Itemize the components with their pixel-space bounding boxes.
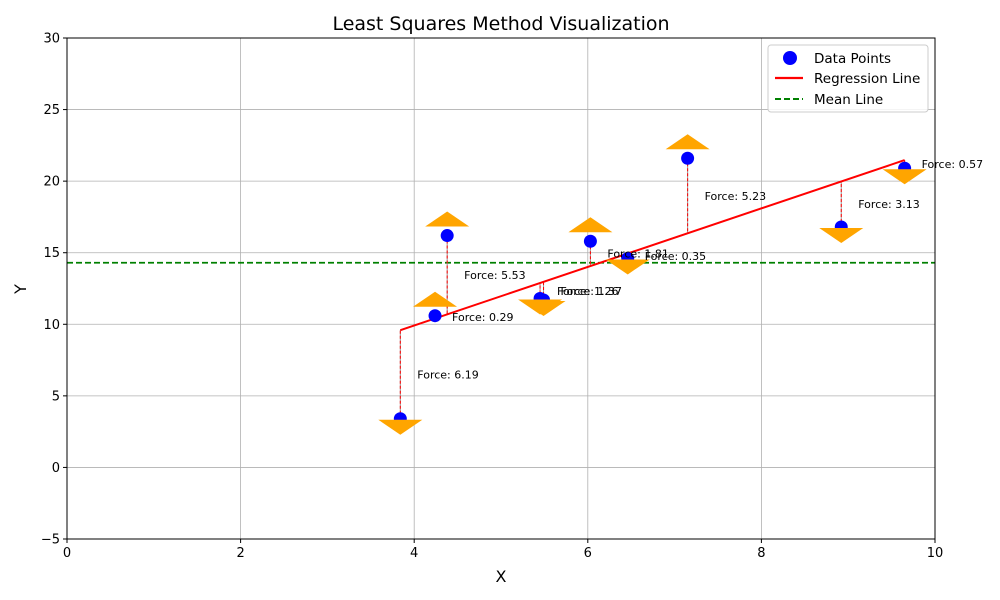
y-tick-label: 15 xyxy=(43,246,60,261)
force-arrow xyxy=(413,291,458,307)
regression-line-layer xyxy=(399,159,905,332)
plot-frame xyxy=(66,37,936,540)
data-point xyxy=(428,309,442,323)
force-arrow xyxy=(665,134,710,150)
x-tick-label: 6 xyxy=(584,546,592,561)
x-tick-label: 10 xyxy=(927,546,944,561)
force-label: Force: 5.23 xyxy=(705,190,766,203)
force-arrows xyxy=(378,134,927,435)
legend-box xyxy=(767,44,929,113)
data-point xyxy=(440,229,454,243)
x-axis-label: X xyxy=(496,567,507,586)
regression-line xyxy=(399,159,905,332)
force-label: Force: 1.37 xyxy=(561,285,622,298)
legend-data-points-marker xyxy=(783,51,797,65)
force-labels: Force: 6.19 Force: 0.29 Force: 5.53 Force: … xyxy=(417,158,983,381)
force-label: Force: 6.19 xyxy=(417,368,478,381)
force-arrow xyxy=(518,299,563,315)
legend-data-points-label: Data Points xyxy=(814,51,891,67)
legend-regression-line-label: Regression Line xyxy=(814,71,920,87)
force-label: Force: 5.53 xyxy=(464,269,525,282)
chart-title: Least Squares Method Visualization xyxy=(332,13,669,35)
x-tick-label: 2 xyxy=(236,546,244,561)
force-label: Force: 0.57 xyxy=(922,158,983,171)
y-tick-label: −5 xyxy=(41,533,60,548)
y-tick-label: 5 xyxy=(52,389,60,404)
force-arrow xyxy=(568,217,613,233)
force-arrow xyxy=(882,169,927,185)
force-label: Force: 0.35 xyxy=(645,250,706,263)
data-point xyxy=(681,151,695,165)
force-arrow xyxy=(605,259,650,275)
force-label: Force: 3.13 xyxy=(858,198,919,211)
force-arrow xyxy=(425,211,470,227)
force-label: Force: 1.26 xyxy=(557,285,618,298)
x-tick-label: 0 xyxy=(63,546,71,561)
y-tick-label: 25 xyxy=(43,103,60,118)
x-tick-label: 8 xyxy=(757,546,765,561)
y-tick-label: 20 xyxy=(43,175,60,190)
force-arrow xyxy=(378,419,423,435)
y-tick-label: 30 xyxy=(43,32,60,47)
force-arrow xyxy=(819,227,864,243)
legend-mean-line-label: Mean Line xyxy=(814,92,883,108)
y-axis-label: Y xyxy=(11,284,30,295)
force-label: Force: 0.29 xyxy=(452,311,513,324)
y-tick-label: 10 xyxy=(43,318,60,333)
x-tick-label: 4 xyxy=(410,546,418,561)
legend: Data Points Regression Line Mean Line xyxy=(767,44,929,113)
force-label: Force: 1.81 xyxy=(607,248,668,261)
data-point xyxy=(583,234,597,248)
y-tick-label: 0 xyxy=(52,461,60,476)
